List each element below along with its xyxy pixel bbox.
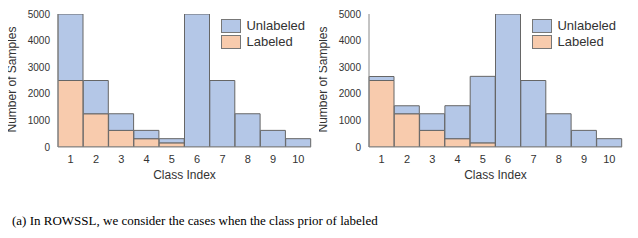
svg-text:1: 1 [68, 153, 74, 165]
svg-text:7: 7 [530, 153, 536, 165]
svg-text:4: 4 [143, 153, 149, 165]
svg-text:1000: 1000 [28, 115, 51, 126]
svg-text:Class Index: Class Index [464, 168, 527, 182]
svg-text:Class Index: Class Index [153, 168, 216, 182]
svg-text:4000: 4000 [339, 35, 362, 46]
svg-text:3: 3 [118, 153, 124, 165]
svg-text:3000: 3000 [339, 62, 362, 73]
svg-text:4: 4 [454, 153, 460, 165]
svg-text:Number of Samples: Number of Samples [8, 26, 19, 132]
svg-text:5: 5 [169, 153, 175, 165]
html-text:Labeled: Labeled [557, 34, 604, 49]
svg-text:5000: 5000 [28, 9, 51, 20]
svg-text:6: 6 [194, 153, 200, 165]
svg-text:4000: 4000 [28, 35, 51, 46]
html-text:Labeled: Labeled [246, 34, 293, 49]
svg-text:2: 2 [404, 153, 410, 165]
svg-text:1: 1 [379, 153, 385, 165]
html-text:(a) In ROWSSL, we consider the: (a) In ROWSSL, we consider the cases whe… [12, 213, 378, 228]
html-text:Unlabeled: Unlabeled [246, 18, 305, 33]
svg-text:6: 6 [505, 153, 511, 165]
svg-text:7: 7 [219, 153, 225, 165]
svg-text:5: 5 [480, 153, 486, 165]
svg-text:9: 9 [270, 153, 276, 165]
svg-text:3: 3 [429, 153, 435, 165]
svg-text:5000: 5000 [339, 9, 362, 20]
html-text:Unlabeled: Unlabeled [557, 18, 616, 33]
svg-text:2000: 2000 [339, 88, 362, 99]
svg-text:8: 8 [245, 153, 251, 165]
svg-text:0: 0 [44, 142, 50, 153]
svg-text:3000: 3000 [28, 62, 51, 73]
svg-text:9: 9 [581, 153, 587, 165]
svg-text:0: 0 [355, 142, 361, 153]
svg-text:1000: 1000 [339, 115, 362, 126]
svg-text:2000: 2000 [28, 88, 51, 99]
svg-text:8: 8 [556, 153, 562, 165]
svg-text:10: 10 [603, 153, 615, 165]
svg-text:Number of Samples: Number of Samples [319, 26, 330, 132]
svg-text:10: 10 [292, 153, 304, 165]
svg-text:2: 2 [93, 153, 99, 165]
